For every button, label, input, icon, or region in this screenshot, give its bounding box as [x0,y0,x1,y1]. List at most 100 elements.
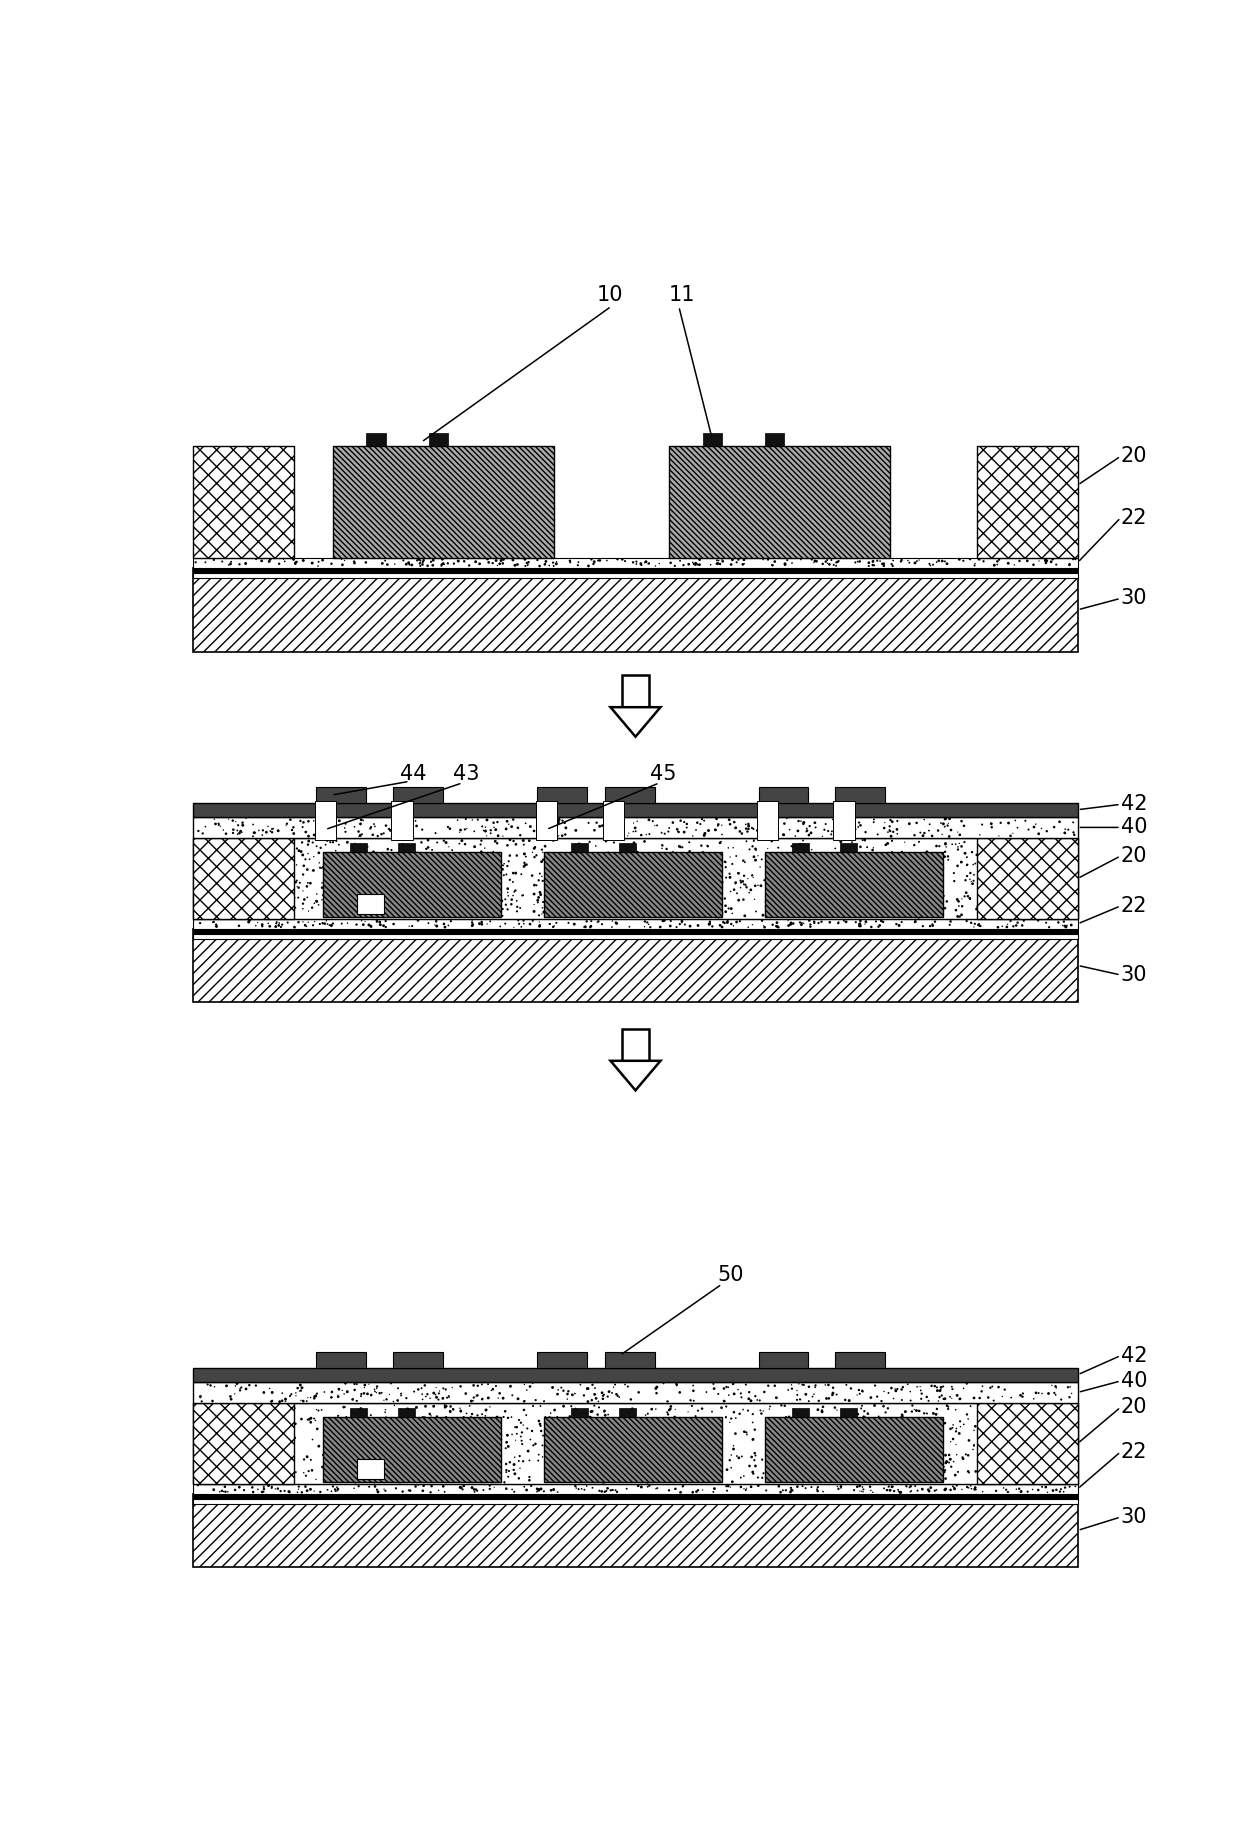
Point [828,1430,848,1459]
Point [1058,1398,1078,1428]
Point [373,881,393,911]
Point [1021,1430,1040,1459]
Text: 10: 10 [596,284,624,305]
Point [345,901,365,931]
Point [663,1424,683,1454]
Point [285,883,305,912]
Point [459,1413,479,1443]
Point [903,1391,923,1420]
Point [928,859,947,888]
Point [692,848,712,877]
Point [554,888,574,918]
Point [935,842,955,872]
Point [1032,874,1052,903]
Point [760,803,780,833]
Point [231,863,250,892]
Point [759,872,779,901]
Point [303,549,322,578]
Point [248,1446,268,1476]
Point [944,1409,963,1439]
Point [666,1369,686,1398]
Point [831,1472,851,1502]
Point [569,859,589,888]
Point [386,1474,405,1503]
Point [482,877,502,907]
Bar [537,1352,588,1369]
Point [544,1406,564,1435]
Point [869,911,889,940]
Point [1007,1465,1027,1494]
Point [694,818,714,848]
Point [526,833,546,863]
Point [895,848,915,877]
Point [781,1474,801,1503]
Point [440,1396,460,1426]
Point [311,1394,331,1424]
Point [770,1433,790,1463]
Point [480,1474,500,1503]
Point [1011,1478,1030,1507]
Point [647,1474,667,1503]
Point [432,846,451,875]
Point [337,1444,357,1474]
Point [229,550,249,580]
Point [322,1424,342,1454]
Point [206,839,226,868]
Point [1009,831,1029,861]
Point [751,844,771,874]
Point [475,1402,495,1431]
Point [925,1426,945,1455]
Point [820,875,839,905]
Point [247,1457,267,1487]
Point [216,866,236,896]
Point [495,850,515,879]
Point [889,1417,909,1446]
Point [531,1411,551,1441]
Bar [544,851,722,918]
Point [675,857,694,887]
Point [221,1409,241,1439]
Point [392,1394,412,1424]
Point [980,1454,999,1483]
Point [227,1450,247,1479]
Point [326,1459,346,1489]
Point [913,1474,932,1503]
Point [779,1448,799,1478]
Point [1006,1394,1025,1424]
Point [608,545,627,574]
Point [650,848,670,877]
Point [972,1478,992,1507]
Point [252,547,272,576]
Point [450,1393,470,1422]
Point [970,851,990,881]
Point [701,1463,720,1492]
Point [580,846,600,875]
Point [443,1394,463,1424]
Point [428,1426,448,1455]
Point [997,912,1017,942]
Point [606,1452,626,1481]
Point [203,1413,223,1443]
Point [219,1457,239,1487]
Point [615,547,635,576]
Point [508,905,528,935]
Point [388,1374,408,1404]
Point [465,1461,485,1491]
Point [278,907,298,936]
Point [477,901,497,931]
Point [217,868,237,898]
Point [587,1383,606,1413]
Point [1039,1391,1059,1420]
Point [346,1448,366,1478]
Point [951,1411,971,1441]
Point [547,875,567,905]
Point [438,1383,458,1413]
Point [360,1454,379,1483]
Point [882,1417,901,1446]
Point [988,883,1008,912]
Point [326,1437,346,1467]
Point [866,1420,885,1450]
Point [355,1446,374,1476]
Point [924,1446,944,1476]
Point [720,1472,740,1502]
